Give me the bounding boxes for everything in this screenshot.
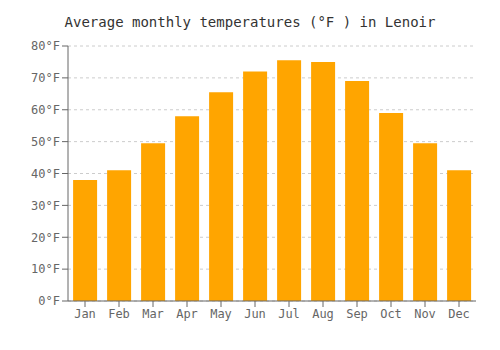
svg-text:60°F: 60°F xyxy=(31,103,60,117)
svg-text:Mar: Mar xyxy=(142,307,164,321)
svg-text:40°F: 40°F xyxy=(31,167,60,181)
svg-text:Nov: Nov xyxy=(414,307,436,321)
svg-text:Sep: Sep xyxy=(346,307,368,321)
svg-text:Apr: Apr xyxy=(176,307,198,321)
svg-text:Aug: Aug xyxy=(312,307,334,321)
svg-text:0°F: 0°F xyxy=(38,294,60,308)
svg-text:Dec: Dec xyxy=(448,307,470,321)
svg-text:May: May xyxy=(210,307,232,321)
svg-text:Feb: Feb xyxy=(108,307,130,321)
svg-text:Jul: Jul xyxy=(278,307,300,321)
svg-text:80°F: 80°F xyxy=(31,39,60,53)
svg-text:70°F: 70°F xyxy=(31,71,60,85)
html-text:Average monthly temperatures (: Average monthly temperatures (°F ) in Le… xyxy=(64,14,436,30)
svg-text:Jun: Jun xyxy=(244,307,266,321)
svg-text:10°F: 10°F xyxy=(31,262,60,276)
svg-text:Oct: Oct xyxy=(380,307,402,321)
svg-text:20°F: 20°F xyxy=(31,231,60,245)
svg-text:Jan: Jan xyxy=(74,307,96,321)
svg-text:50°F: 50°F xyxy=(31,135,60,149)
svg-text:30°F: 30°F xyxy=(31,199,60,213)
